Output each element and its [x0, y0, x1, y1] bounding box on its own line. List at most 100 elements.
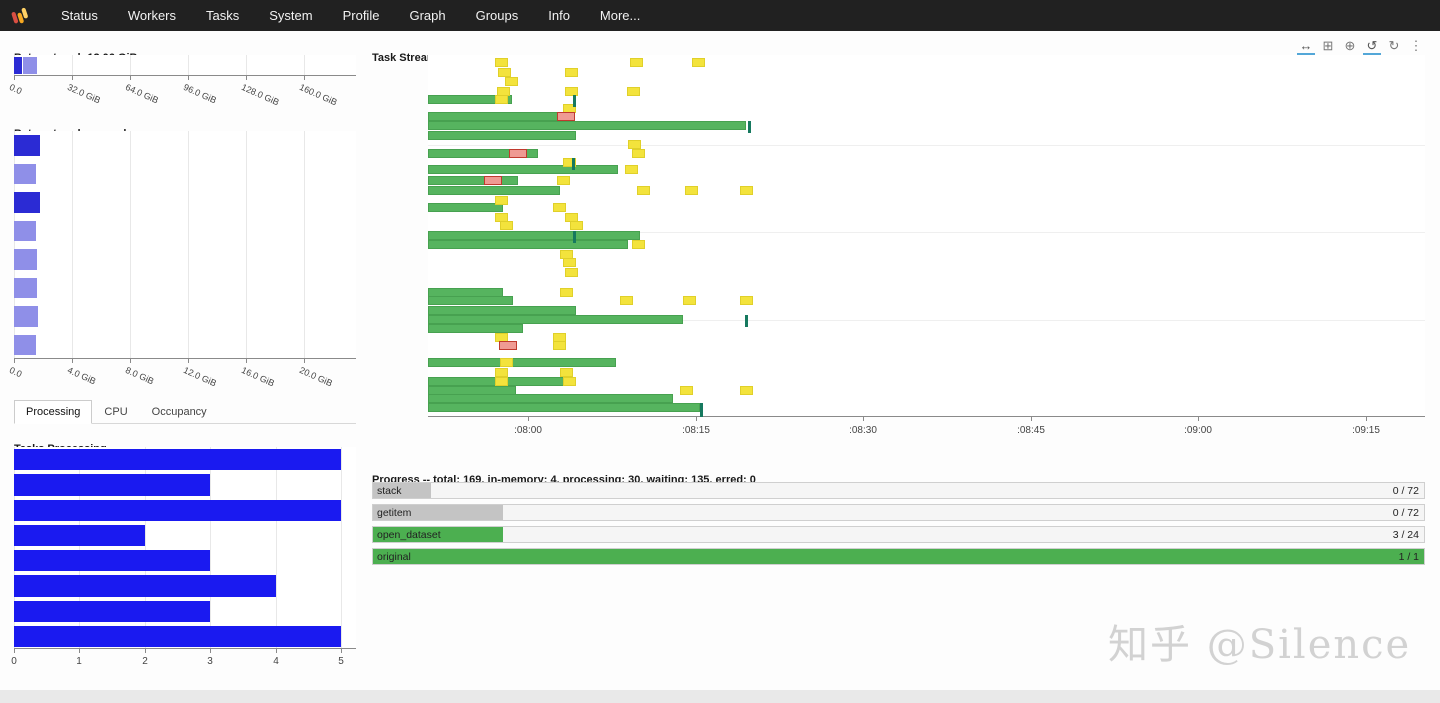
- nav-item-tasks[interactable]: Tasks: [206, 8, 240, 23]
- nav-item-profile[interactable]: Profile: [342, 8, 380, 23]
- tasks-processing-bar: [14, 600, 211, 622]
- gridline: [246, 55, 247, 75]
- event-marker: [700, 403, 703, 417]
- transfer-rect: [627, 87, 640, 96]
- axis-tick-label: :09:00: [1184, 425, 1212, 436]
- transfer-rect: [740, 386, 753, 395]
- axis-tick-label: 32.0 GiB: [65, 82, 103, 106]
- worker-bytes-bar: [14, 163, 36, 184]
- axis-tick-label: 3: [207, 656, 213, 667]
- transfer-rect: [500, 221, 513, 230]
- axis-tick: [246, 76, 247, 80]
- transfer-rect: [553, 341, 566, 350]
- gridline: [246, 131, 247, 358]
- tasks-processing-bar: [14, 575, 276, 597]
- progress-fill: [373, 505, 504, 520]
- transfer-rect: [565, 268, 578, 277]
- gridline: [188, 55, 189, 75]
- gridline: [304, 131, 305, 358]
- menu-icon[interactable]: ⋮: [1409, 38, 1423, 53]
- nav-item-graph[interactable]: Graph: [409, 8, 446, 23]
- axis-tick-label: :09:15: [1352, 425, 1380, 436]
- task-bar: [428, 95, 512, 104]
- gridline: [72, 131, 73, 358]
- tasks-processing-bar: [14, 499, 341, 521]
- nav-item-status[interactable]: Status: [61, 8, 98, 23]
- axis-tick: [145, 649, 146, 653]
- axis-tick-label: 160.0 GiB: [297, 82, 339, 108]
- left-tabs: Processing CPU Occupancy: [14, 400, 356, 424]
- task-bar: [428, 165, 618, 174]
- bytes-stored-axis: 0.0 32.0 GiB 64.0 GiB 96.0 GiB 128.0 GiB 160.…: [8, 80, 356, 108]
- axis-tick: [14, 649, 15, 653]
- task-bar: [428, 149, 538, 158]
- axis-tick: [696, 417, 697, 421]
- task-bar: [428, 394, 673, 403]
- gridline: [428, 145, 1425, 146]
- tab-occupancy[interactable]: Occupancy: [151, 406, 207, 418]
- gridline: [304, 55, 305, 75]
- gridline: [130, 131, 131, 358]
- axis-tick-label: 4: [273, 656, 279, 667]
- task-bar: [428, 186, 560, 195]
- transfer-rect: [495, 377, 508, 386]
- tab-processing[interactable]: Processing: [14, 400, 93, 424]
- navbar-items: Status Workers Tasks System Profile Graph Grou…: [46, 0, 655, 31]
- nav-item-groups[interactable]: Groups: [475, 8, 519, 23]
- erred-task-rect: [509, 149, 527, 158]
- transfer-rect: [685, 186, 698, 195]
- axis-tick: [1031, 417, 1032, 421]
- transfer-rect: [565, 87, 578, 96]
- task-bar: [428, 112, 568, 121]
- task-stream-title: Task Stream: [372, 52, 437, 64]
- axis-tick: [246, 359, 247, 363]
- axis-tick-label: 5: [338, 656, 344, 667]
- nav-item-workers[interactable]: Workers: [127, 8, 177, 23]
- task-stream-chart[interactable]: [428, 55, 1425, 421]
- transfer-rect: [553, 203, 566, 212]
- tasks-processing-chart[interactable]: [14, 447, 356, 653]
- bytes-per-worker-chart[interactable]: [14, 131, 356, 363]
- refresh-icon[interactable]: ↻: [1388, 38, 1400, 53]
- transfer-rect: [495, 196, 508, 205]
- nav-item-info[interactable]: Info: [548, 8, 570, 23]
- task-bar: [428, 306, 576, 315]
- box-zoom-icon[interactable]: ⊞: [1322, 38, 1334, 53]
- transfer-rect: [570, 221, 583, 230]
- axis-tick-label: :08:15: [682, 425, 710, 436]
- axis-tick-label: 128.0 GiB: [239, 82, 281, 108]
- gridline: [72, 55, 73, 75]
- transfer-rect: [563, 158, 576, 167]
- gridline: [14, 447, 15, 648]
- nav-item-more[interactable]: More...: [599, 8, 641, 23]
- pan-icon[interactable]: ↔: [1297, 37, 1315, 55]
- axis-tick-label: 8.0 GiB: [123, 365, 156, 387]
- tasks-processing-axis: 0 1 2 3 4 5: [11, 654, 356, 670]
- axis-tick: [14, 76, 15, 80]
- tasks-processing-bar: [14, 625, 341, 647]
- progress-fill: [373, 549, 1424, 564]
- task-bar: [428, 131, 576, 140]
- transfer-rect: [680, 386, 693, 395]
- transfer-rect: [563, 258, 576, 267]
- nav-item-system[interactable]: System: [269, 8, 313, 23]
- transfer-rect: [620, 296, 633, 305]
- gridline: [210, 447, 211, 648]
- bytes-stored-chart[interactable]: [14, 55, 356, 80]
- transfer-rect: [565, 68, 578, 77]
- gridline: [145, 447, 146, 648]
- bytes-per-worker-axis: 0.0 4.0 GiB 8.0 GiB 12.0 GiB 16.0 GiB 20.0 Gi…: [8, 363, 356, 391]
- axis-tick-label: :08:45: [1017, 425, 1045, 436]
- progress-count: 3 / 24: [1392, 529, 1419, 541]
- tasks-processing-bar: [14, 550, 211, 572]
- progress-label: original: [377, 551, 411, 563]
- reset-icon[interactable]: ↺: [1363, 37, 1381, 55]
- transfer-rect: [505, 77, 518, 86]
- transfer-rect: [637, 186, 650, 195]
- tab-cpu[interactable]: CPU: [104, 406, 128, 418]
- gridline: [79, 447, 80, 648]
- worker-bytes-bar: [14, 334, 36, 355]
- wheel-zoom-icon[interactable]: ⊕: [1344, 38, 1356, 53]
- task-bar: [428, 358, 616, 367]
